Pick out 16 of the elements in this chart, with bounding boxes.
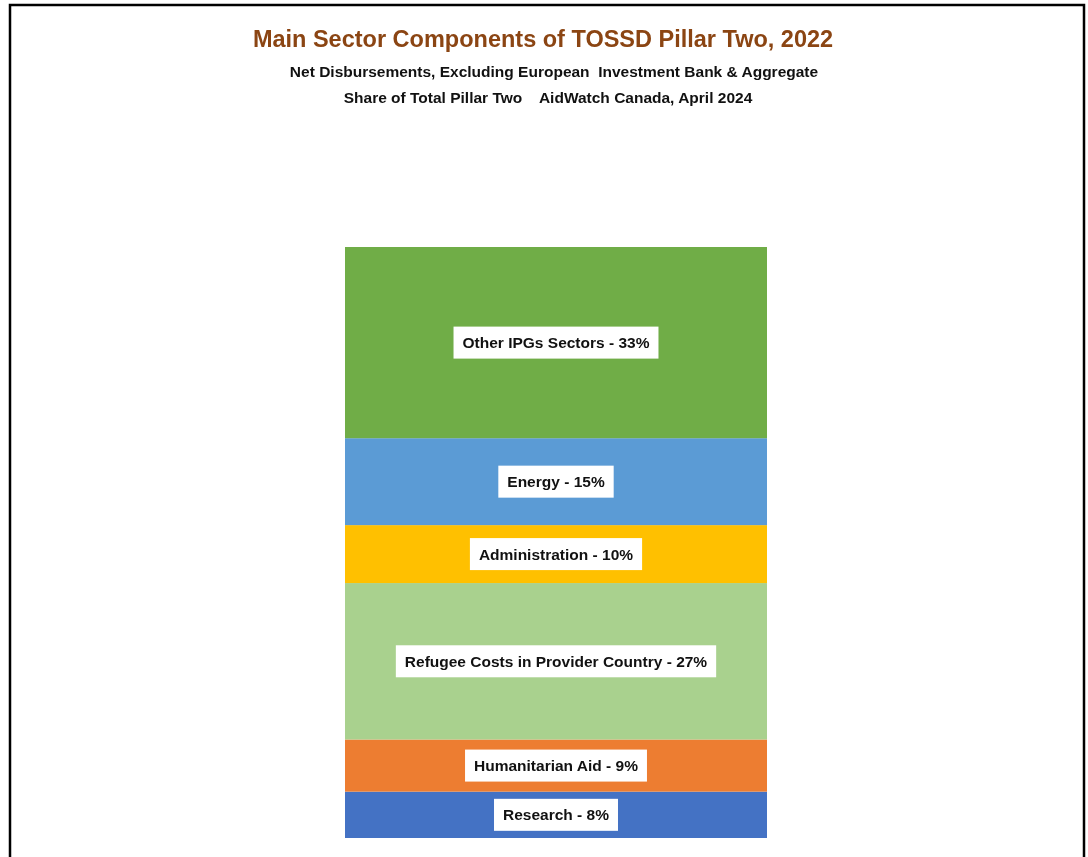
bar bbox=[345, 247, 767, 439]
series-label: Refugee Costs in Provider Country - bbox=[404, 652, 672, 670]
series-label: Research - bbox=[503, 806, 583, 824]
data-label: 15% bbox=[573, 473, 605, 491]
data-label: 33% bbox=[618, 334, 650, 352]
series-label: Other IPGs Sectors - bbox=[462, 334, 615, 352]
chart-title: Main Sector Components of TOSSD Pillar Two, 2022 bbox=[252, 26, 834, 52]
data-label: 9% bbox=[615, 757, 639, 774]
chart-subtitle: Net Disbursements, Excluding European Investment Bank & Aggregate Share of Total Pillar Two AidWatch Canada, April 2024 bbox=[289, 63, 819, 106]
data-label: 27% bbox=[676, 652, 708, 670]
series-label: Energy - bbox=[507, 473, 570, 491]
series-label: Administration - bbox=[478, 545, 598, 563]
data-label: 10% bbox=[602, 545, 634, 563]
data-label: 8% bbox=[586, 806, 610, 824]
series-label: Humanitarian Aid - bbox=[474, 757, 612, 774]
bar bbox=[345, 438, 767, 526]
